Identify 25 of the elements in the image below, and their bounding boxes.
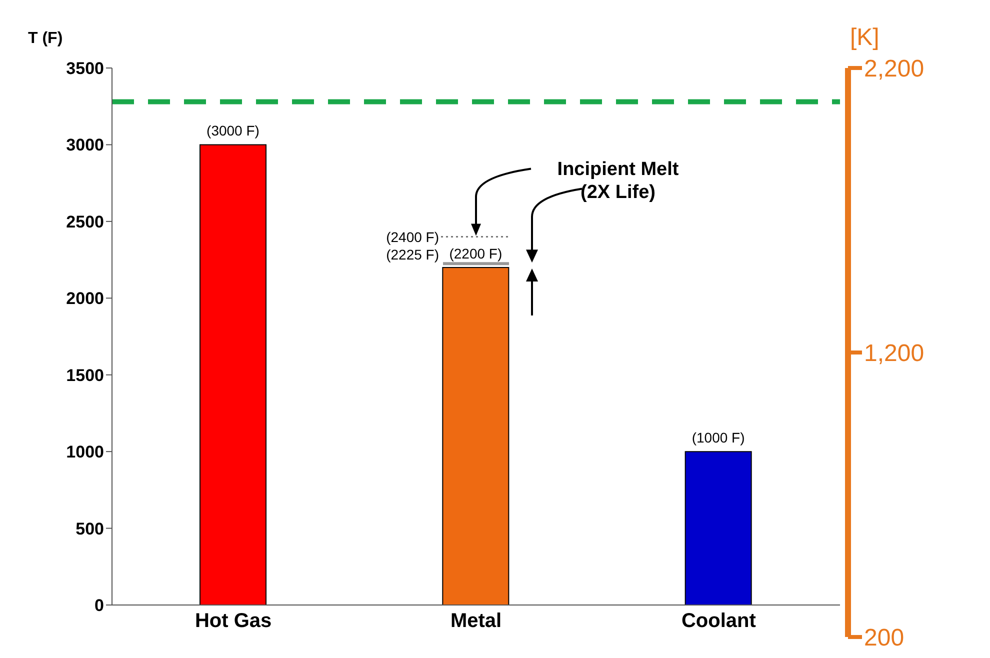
y2-tick-label: 2,200 xyxy=(864,56,924,83)
ref-line-label: (2400 F) xyxy=(386,228,439,245)
data-label: (1000 F) xyxy=(692,430,745,446)
x-tick-label: Hot Gas xyxy=(194,610,272,632)
y2-axis-title: [K] xyxy=(850,24,880,52)
y-tick-label: 3000 xyxy=(66,136,104,155)
y-tick-label: 2500 xyxy=(66,212,104,232)
bar xyxy=(200,144,266,605)
y-axis-title: T (F) xyxy=(28,30,63,48)
y-tick-label: 2000 xyxy=(66,289,104,308)
data-label: (3000 F) xyxy=(206,122,260,139)
annotation: Incipient Melt (2X Life) xyxy=(556,158,680,204)
data-label: (2200 F) xyxy=(449,245,502,262)
bar xyxy=(684,451,752,605)
y-tick-label: 3500 xyxy=(66,59,104,78)
y-tick-label: 0 xyxy=(94,596,104,616)
y-tick-label: 500 xyxy=(76,519,104,538)
bar xyxy=(442,266,510,605)
y-tick-label: 1500 xyxy=(66,366,104,385)
y2-tick-label: 200 xyxy=(864,624,904,652)
x-tick-label: Metal xyxy=(450,610,502,632)
x-tick-label: Coolant xyxy=(681,610,756,632)
annotation: (2225 F) xyxy=(386,246,439,263)
y-tick-label: 1000 xyxy=(66,442,104,462)
y2-tick-label: 1,200 xyxy=(864,340,924,368)
